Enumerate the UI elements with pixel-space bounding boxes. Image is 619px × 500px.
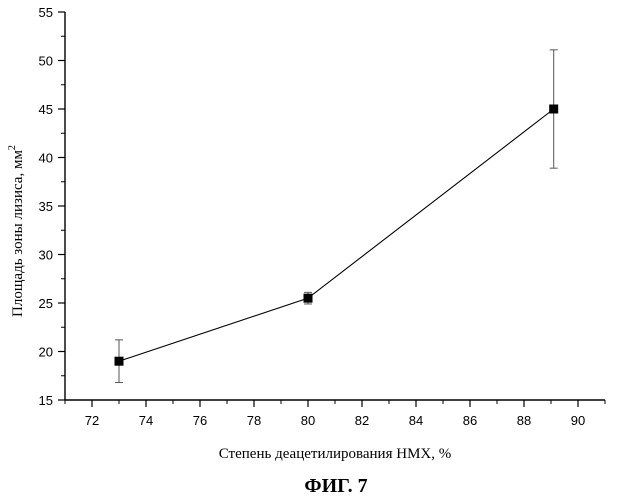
y-axis-title-superscript: 2 [7,145,18,150]
x-axis-title: Степень деацетилирования НМХ, % [219,446,451,462]
y-axis-title: Площадь зоны лизиса, мм2 [7,145,26,317]
x-tick-label: 74 [139,413,153,428]
x-tick-label: 84 [409,413,423,428]
y-tick-label: 45 [39,102,53,117]
chart-axes [65,12,605,400]
y-tick-label: 40 [39,151,53,166]
figure-caption: ФИГ. 7 [304,475,367,497]
x-tick-label: 82 [355,413,369,428]
x-tick-label: 76 [193,413,207,428]
x-tick-label: 86 [463,413,477,428]
y-tick-label: 30 [39,248,53,263]
series-line [119,109,554,361]
y-tick-label: 25 [39,296,53,311]
x-axis-ticks: 72 74 76 78 80 82 84 86 88 90 [65,400,605,428]
y-tick-label: 55 [39,5,53,20]
x-tick-label: 90 [571,413,585,428]
y-axis-title-text: Площадь зоны лизиса, мм [10,150,26,317]
y-axis-ticks: 15 20 25 30 35 40 45 50 55 [39,5,65,408]
y-tick-label: 50 [39,54,53,69]
y-tick-label: 20 [39,345,53,360]
data-point-marker [115,357,124,366]
data-point-marker [304,294,313,303]
x-tick-label: 88 [517,413,531,428]
data-point-marker [549,105,558,114]
data-series [115,50,559,383]
x-tick-label: 78 [247,413,261,428]
y-tick-label: 35 [39,199,53,214]
y-tick-label: 15 [39,393,53,408]
x-tick-label: 80 [301,413,315,428]
x-tick-label: 72 [85,413,99,428]
